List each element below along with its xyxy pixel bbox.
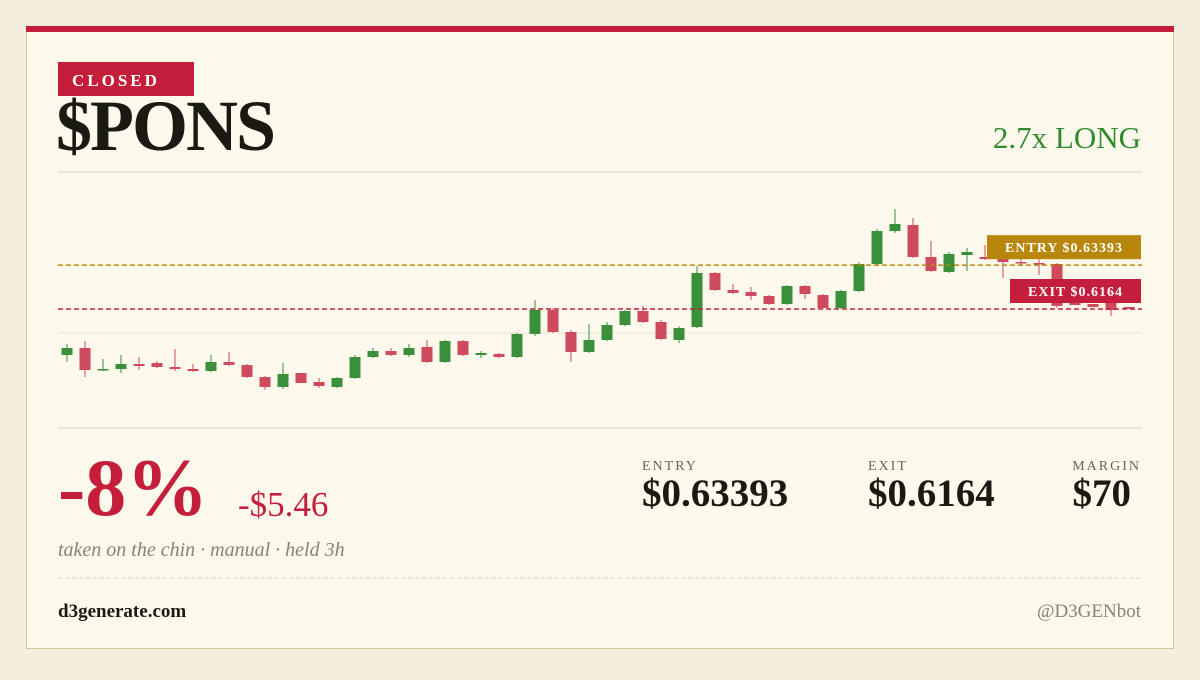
candle-body <box>97 369 109 371</box>
pnl-note: taken on the chin · manual · held 3h <box>58 539 345 561</box>
candle-body <box>61 348 73 355</box>
candle-body <box>1087 304 1099 307</box>
candle-body <box>601 325 613 340</box>
candle-body <box>655 322 667 339</box>
candle-body <box>673 328 685 340</box>
candle-body <box>637 311 649 322</box>
candle-body <box>259 377 271 387</box>
status-badge <box>58 62 194 96</box>
candle-body <box>529 310 541 334</box>
candle-body <box>385 351 397 355</box>
footer-handle: @D3GENbot <box>1037 601 1142 622</box>
candle-body <box>547 310 559 332</box>
candle-body <box>817 295 829 308</box>
candle-body <box>727 290 739 293</box>
reference-tag-bg <box>1010 279 1141 303</box>
candle-body <box>979 257 991 259</box>
candle-body <box>439 341 451 362</box>
reference-tag: ENTRY $0.63393 <box>987 235 1141 260</box>
top-band <box>26 26 1174 32</box>
candle-body <box>277 374 289 387</box>
stat-value: $70 <box>1073 472 1132 515</box>
status: CLOSED <box>72 71 160 90</box>
candle-body <box>187 369 199 371</box>
candle-body <box>583 340 595 352</box>
stat-label: MARGIN <box>1072 459 1141 474</box>
stat-label: EXIT <box>868 459 908 474</box>
candle-body <box>799 286 811 294</box>
candle-body <box>889 224 901 231</box>
stat-value: $0.6164 <box>868 472 995 515</box>
candle-body <box>907 225 919 257</box>
stat-value: $0.63393 <box>642 472 788 515</box>
candle-body <box>133 364 145 366</box>
candle-body <box>763 296 775 304</box>
pnl-percent: -8% <box>58 442 208 533</box>
reference-tag: EXIT $0.6164 <box>1010 279 1141 303</box>
candle-body <box>475 353 487 355</box>
footer-site: d3generate.com <box>58 601 186 622</box>
candle-body <box>349 357 361 378</box>
candle-body <box>619 311 631 325</box>
candle-body <box>781 286 793 304</box>
candle-body <box>709 273 721 290</box>
candle-body <box>295 373 307 383</box>
candle-body <box>1123 307 1135 309</box>
candle-body <box>853 264 865 291</box>
candle-body <box>457 341 469 355</box>
candle-body <box>511 334 523 357</box>
candle-body <box>961 252 973 255</box>
position: 2.7x LONG <box>993 120 1141 155</box>
candle-body <box>835 291 847 308</box>
candle-body <box>151 363 163 367</box>
candle-body <box>1105 300 1117 310</box>
candle-body <box>169 367 181 369</box>
ticker: $PONS <box>56 86 274 166</box>
candle-body <box>1015 262 1027 264</box>
candle-body <box>241 365 253 377</box>
candle-body <box>1033 263 1045 265</box>
candle-body <box>115 364 127 369</box>
reference-tag-bg <box>987 235 1141 260</box>
candle-body <box>403 348 415 355</box>
candle-body <box>871 231 883 264</box>
reference-label: ENTRY $0.63393 <box>1005 241 1123 256</box>
stat-label: ENTRY <box>642 459 698 474</box>
candle-body <box>205 362 217 371</box>
card-bg <box>26 26 1174 649</box>
candle-body <box>223 362 235 365</box>
reference-label: EXIT $0.6164 <box>1028 285 1123 300</box>
candle-body <box>367 351 379 357</box>
candle-body <box>565 332 577 352</box>
candle-body <box>943 254 955 272</box>
candle-body <box>997 259 1009 262</box>
candle-body <box>493 354 505 357</box>
candle-body <box>925 257 937 271</box>
candle-body <box>331 378 343 387</box>
candle-body <box>313 382 325 386</box>
candle-body <box>421 347 433 362</box>
candle-body <box>745 292 757 296</box>
candle-body <box>79 348 91 370</box>
chart: ENTRY $0.63393 EXIT $0.6164 <box>58 209 1142 390</box>
pnl-amount: -$5.46 <box>238 485 328 524</box>
candle-body <box>691 273 703 327</box>
